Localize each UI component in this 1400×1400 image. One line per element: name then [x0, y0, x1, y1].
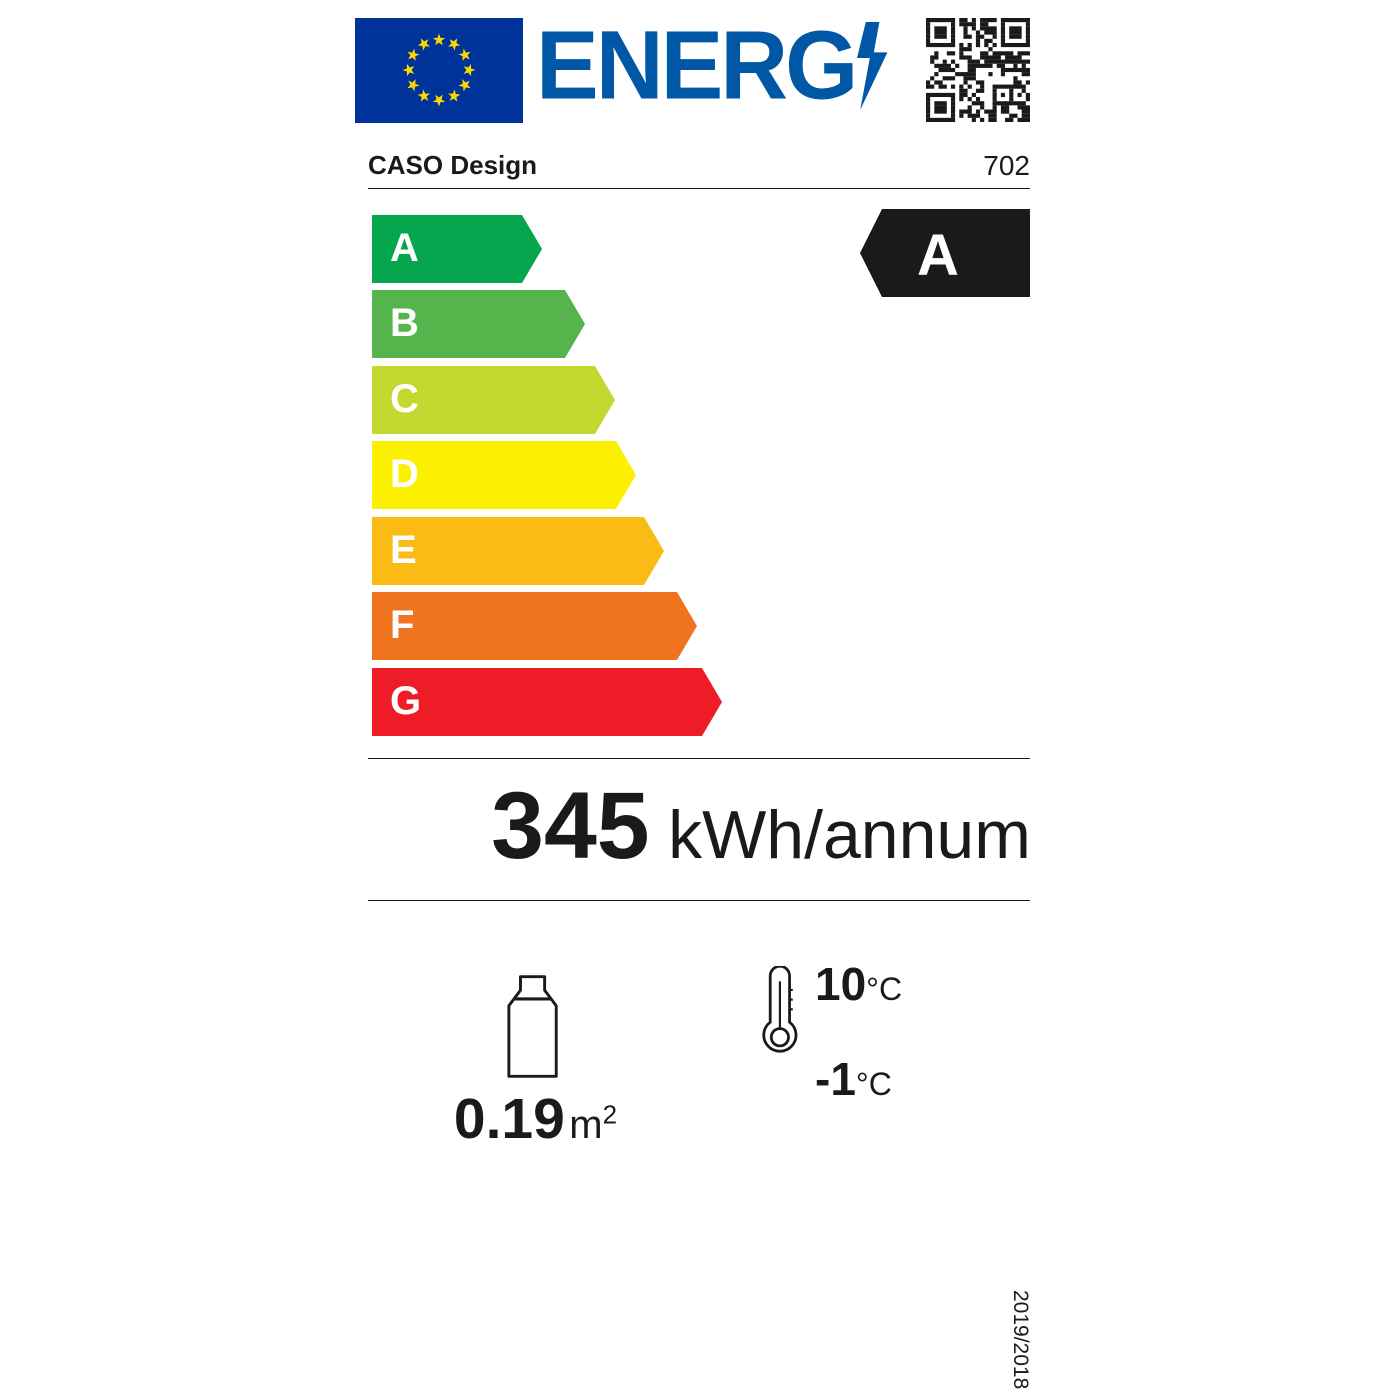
svg-text:A: A [390, 226, 419, 270]
svg-text:B: B [390, 301, 419, 345]
svg-text:G: G [390, 679, 421, 723]
svg-text:C: C [390, 377, 419, 421]
svg-text:E: E [390, 528, 417, 572]
svg-text:A: A [917, 223, 959, 288]
svg-text:D: D [390, 452, 419, 496]
svg-text:F: F [390, 603, 414, 647]
